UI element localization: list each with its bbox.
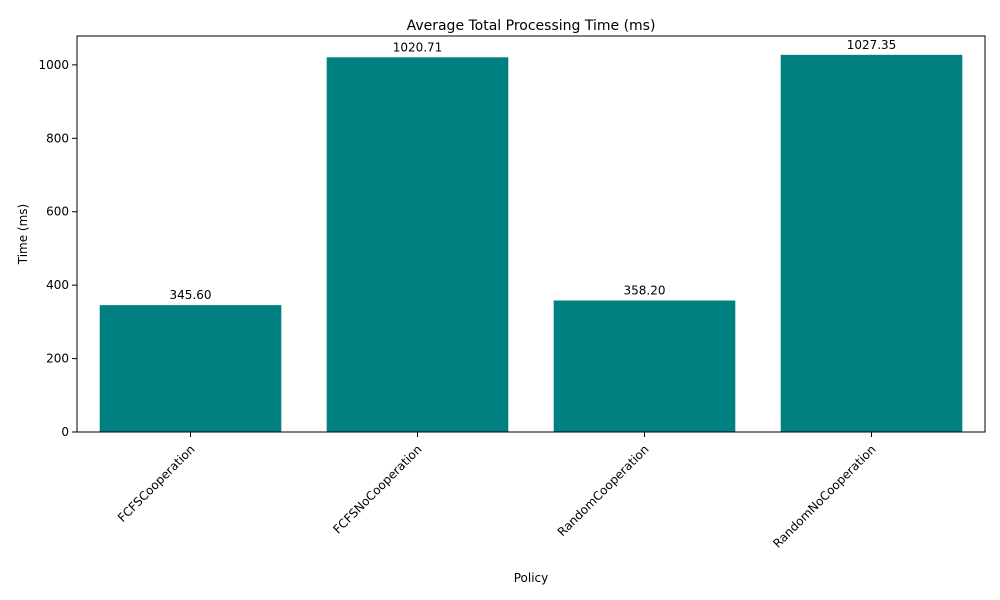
y-tick-label-3: 600 xyxy=(46,205,69,219)
y-axis-ticks: 0 200 400 600 800 1000 xyxy=(38,58,77,439)
value-labels-group: 345.60 1020.71 358.20 1027.35 xyxy=(170,38,897,302)
bar-value-label-2: 358.20 xyxy=(624,284,666,298)
x-tick-label-3: RandomNoCooperation xyxy=(770,442,878,550)
bar-value-label-0: 345.60 xyxy=(170,288,212,302)
x-axis-label: Policy xyxy=(514,571,549,585)
bar-2 xyxy=(553,300,736,432)
bar-value-label-3: 1027.35 xyxy=(847,38,897,52)
bar-3 xyxy=(780,54,963,433)
bar-1 xyxy=(326,57,509,432)
bar-value-label-1: 1020.71 xyxy=(393,40,443,54)
y-tick-label-0: 0 xyxy=(61,425,69,439)
y-tick-label-4: 800 xyxy=(46,131,69,145)
bars-group xyxy=(99,54,963,433)
chart-title: Average Total Processing Time (ms) xyxy=(407,18,656,34)
x-axis-ticks: FCFSCooperation FCFSNoCooperation RandomCo… xyxy=(115,432,879,551)
y-tick-label-2: 400 xyxy=(46,278,69,292)
x-tick-label-0: FCFSCooperation xyxy=(115,442,198,525)
bar-0 xyxy=(99,305,282,432)
y-tick-label-1: 200 xyxy=(46,352,69,366)
y-axis-label: Time (ms) xyxy=(16,204,30,266)
x-tick-label-2: RandomCooperation xyxy=(555,442,652,539)
x-tick-label-1: FCFSNoCooperation xyxy=(330,442,424,536)
y-tick-label-5: 1000 xyxy=(38,58,69,72)
plot-frame xyxy=(76,35,986,433)
